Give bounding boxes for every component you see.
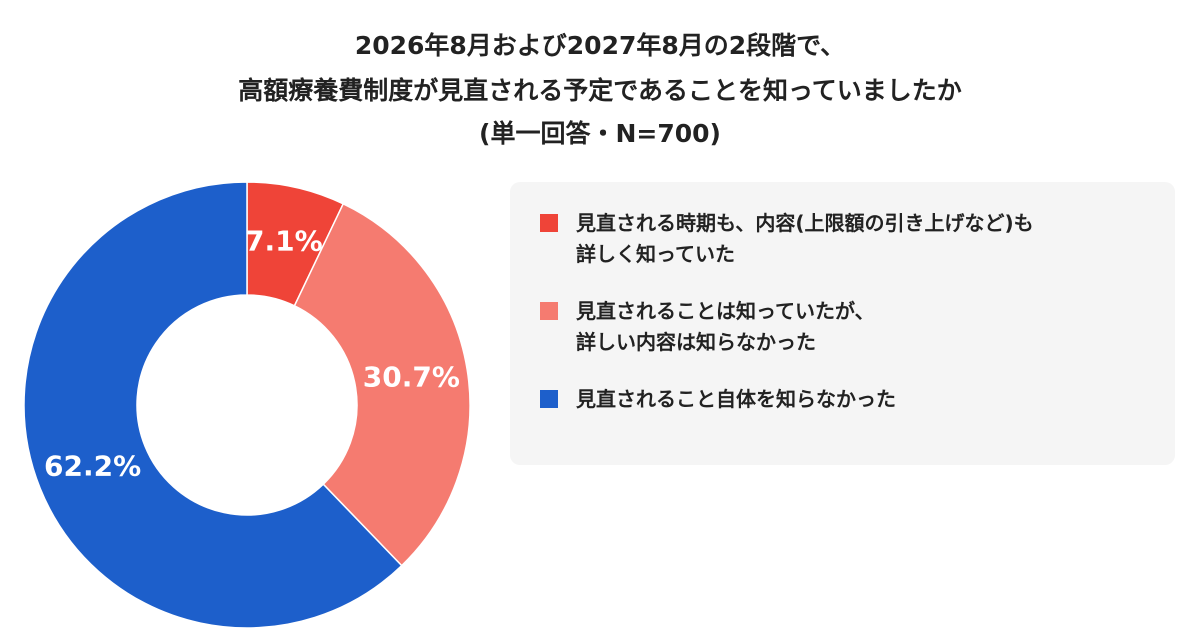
chart-title: 2026年8月および2027年8月の2段階で、: [355, 31, 845, 60]
chart-title: 高額療養費制度が見直される予定であることを知っていましたか: [238, 76, 962, 105]
legend-item: 見直されること自体を知らなかった: [540, 384, 1145, 415]
chart-subtitle: (単一回答・N=700): [479, 119, 721, 148]
legend-label: 見直される時期も、内容(上限額の引き上げなど)も 詳しく知っていた: [576, 211, 1034, 266]
legend-item: 見直される時期も、内容(上限額の引き上げなど)も 詳しく知っていた: [540, 208, 1145, 270]
value-label: 30.7%: [363, 360, 460, 393]
slice: [293, 202, 471, 567]
legend-swatch: [540, 302, 558, 320]
legend-label: 見直されること自体を知らなかった: [576, 387, 896, 411]
legend-swatch: [540, 214, 558, 232]
value-label: 7.1%: [245, 225, 323, 258]
legend-label: 見直されることは知っていたが、 詳しい内容は知らなかった: [576, 299, 875, 354]
slice: [23, 181, 403, 629]
legend-swatch: [540, 390, 558, 408]
legend: 見直される時期も、内容(上限額の引き上げなど)も 詳しく知っていた 見直されること…: [510, 182, 1175, 465]
value-label: 62.2%: [44, 449, 141, 482]
legend-item: 見直されることは知っていたが、 詳しい内容は知らなかった: [540, 296, 1145, 358]
